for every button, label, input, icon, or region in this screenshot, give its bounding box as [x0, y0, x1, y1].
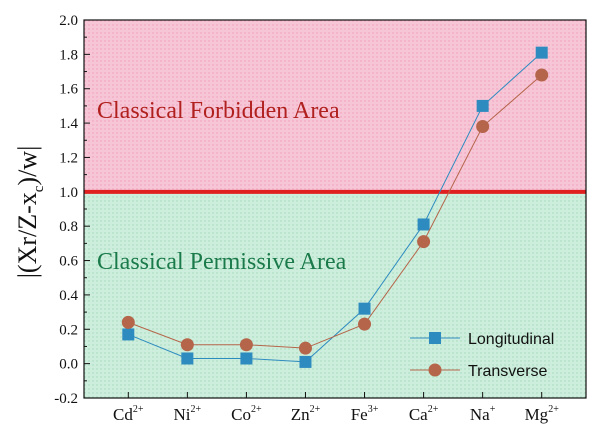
- transverse-point: [180, 338, 194, 352]
- y-tick-label: 0.2: [59, 322, 78, 338]
- y-tick-label: 0.0: [59, 357, 78, 373]
- legend-longitudinal-label: Longitudinal: [468, 331, 554, 348]
- longitudinal-point: [122, 328, 135, 341]
- permissive-region: [84, 191, 586, 398]
- x-tick-label: Ca2+: [409, 404, 439, 424]
- x-tick-label: Mg2+: [525, 404, 560, 424]
- transverse-point: [298, 341, 312, 355]
- x-tick-label: Cd2+: [113, 404, 144, 424]
- legend-longitudinal-marker: [429, 332, 441, 344]
- transverse-point: [121, 315, 135, 329]
- y-tick-label: 1.2: [59, 150, 78, 166]
- x-tick-label: Zn2+: [291, 404, 321, 424]
- longitudinal-point: [476, 99, 489, 112]
- longitudinal-point: [240, 352, 253, 365]
- transverse-point: [535, 68, 549, 82]
- y-tick-label: 2.0: [59, 13, 78, 29]
- y-tick-label: 0.8: [59, 219, 78, 235]
- y-tick-label: 1.0: [59, 185, 78, 201]
- x-tick-label: Fe3+: [351, 404, 379, 424]
- x-tick-label: Ni2+: [174, 404, 202, 424]
- longitudinal-line: [128, 52, 543, 363]
- longitudinal-point: [358, 302, 371, 315]
- y-axis-label: |(Xr/Z-xc)/w|: [13, 146, 47, 279]
- transverse-line: [128, 74, 543, 349]
- longitudinal-point: [181, 352, 194, 365]
- forbidden-area-label: Classical Forbidden Area: [97, 98, 340, 124]
- transverse-point: [239, 338, 253, 352]
- forbidden-region: [84, 20, 586, 192]
- legend-transverse-label: Transverse: [468, 363, 548, 380]
- y-tick-label: 1.8: [59, 47, 78, 63]
- y-tick-label: -0.2: [54, 391, 78, 407]
- series-group: [121, 46, 549, 368]
- x-axis: Cd2+ Ni2+ Co2+ Zn2+ Fe3+ Ca2+ Na+ Mg2+: [113, 392, 559, 424]
- legend: Longitudinal Transverse: [410, 331, 554, 380]
- transverse-point: [417, 235, 431, 249]
- longitudinal-point: [417, 218, 430, 231]
- y-axis-ticks: -0.2 0.0 0.2 0.4 0.6 0.8 1.0 1.2 1.4 1.6 1.8 2.0: [54, 13, 90, 407]
- longitudinal-point: [299, 355, 312, 368]
- transverse-point: [358, 317, 372, 331]
- permissive-area-label: Classical Permissive Area: [97, 249, 347, 275]
- longitudinal-point: [535, 46, 548, 59]
- y-tick-label: 0.6: [59, 254, 78, 270]
- transverse-point: [476, 120, 490, 134]
- legend-transverse-marker: [428, 363, 442, 377]
- plot-frame: [83, 19, 587, 399]
- svg-text:|(Xr/Z-xc)/w|: |(Xr/Z-xc)/w|: [13, 146, 47, 279]
- y-tick-label: 1.6: [59, 82, 78, 98]
- x-tick-label: Na+: [470, 404, 496, 424]
- y-tick-label: 1.4: [59, 116, 78, 132]
- x-tick-label: Co2+: [231, 404, 262, 424]
- y-tick-label: 0.4: [59, 288, 78, 304]
